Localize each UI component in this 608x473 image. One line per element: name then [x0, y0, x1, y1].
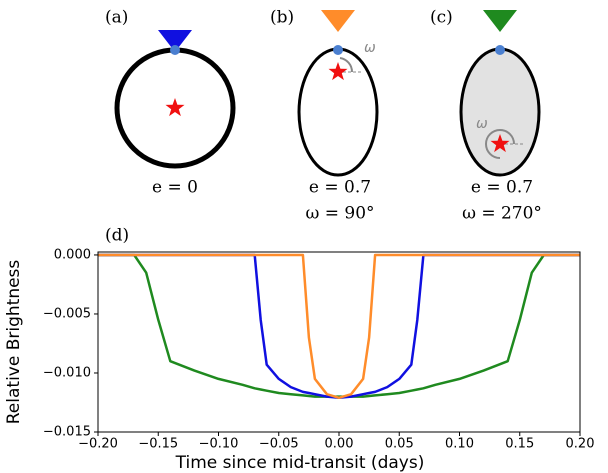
e-label: e = 0	[152, 178, 198, 198]
series-line	[98, 253, 580, 398]
e-label: e = 0.7	[309, 178, 371, 198]
panel-label: (d)	[105, 226, 129, 246]
y-tick-label: 0.000	[54, 247, 91, 262]
y-axis-label: Relative Brightness	[4, 260, 24, 425]
y-tick-label: −0.005	[43, 306, 91, 321]
x-tick-label: −0.20	[78, 437, 118, 452]
planet	[495, 45, 505, 55]
panel-label: (b)	[270, 8, 294, 28]
series-line	[98, 253, 580, 400]
observer-marker	[158, 30, 192, 52]
x-axis-label: Time since mid-transit (days)	[175, 453, 425, 473]
x-tick-label: 0.20	[566, 437, 595, 452]
omega-symbol: ω	[476, 116, 488, 132]
e-label: e = 0.7	[471, 178, 533, 198]
observer-marker	[321, 10, 355, 32]
y-tick-label: −0.010	[43, 365, 91, 380]
x-tick-label: 0.05	[385, 437, 414, 452]
planet	[333, 45, 343, 55]
panel-label: (c)	[430, 8, 453, 28]
x-tick-label: 0.10	[445, 437, 474, 452]
x-tick-label: −0.15	[138, 437, 178, 452]
plot-frame	[97, 251, 581, 433]
star	[328, 62, 348, 81]
series-line	[98, 253, 580, 400]
omega-symbol: ω	[364, 40, 376, 56]
x-tick-label: 0.15	[505, 437, 534, 452]
x-tick-label: 0.00	[325, 437, 354, 452]
omega-label: ω = 270°	[462, 204, 542, 224]
y-tick-label: −0.015	[43, 425, 91, 440]
x-tick-label: −0.10	[199, 437, 239, 452]
orbit	[459, 47, 541, 177]
panel-label: (a)	[105, 8, 128, 28]
x-tick-label: −0.05	[259, 437, 299, 452]
star	[165, 98, 185, 117]
omega-label: ω = 90°	[305, 204, 374, 224]
observer-marker	[483, 10, 517, 32]
star	[490, 134, 510, 153]
omega-arc	[339, 57, 354, 73]
omega-arc	[485, 129, 515, 159]
planet	[170, 45, 180, 55]
